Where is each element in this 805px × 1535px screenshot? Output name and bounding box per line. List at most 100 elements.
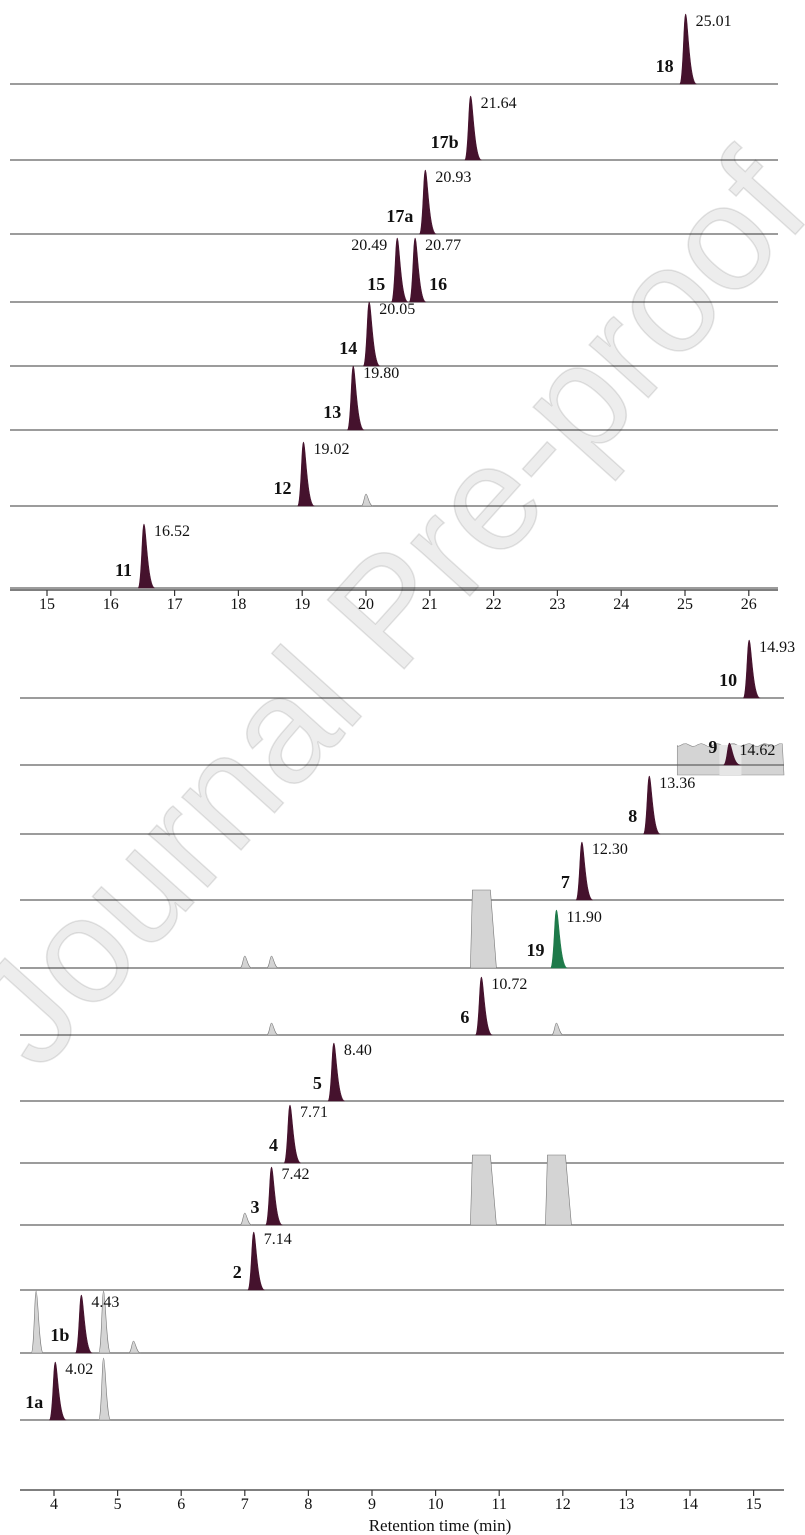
x-tick-label: 7 <box>241 1496 249 1513</box>
x-tick-label: 23 <box>549 596 565 613</box>
compound-label: 10 <box>719 670 737 690</box>
peak-18 <box>679 13 697 85</box>
x-tick-label: 9 <box>368 1496 376 1513</box>
compound-label: 13 <box>323 402 341 422</box>
x-tick-label: 26 <box>741 596 757 613</box>
other-peak <box>266 1022 279 1036</box>
compound-label: 15 <box>367 274 385 294</box>
x-tick-label: 8 <box>304 1496 312 1513</box>
rt-label: 21.64 <box>481 95 517 112</box>
other-peak <box>98 1357 111 1421</box>
x-tick-label: 24 <box>613 596 629 613</box>
compound-label: 19 <box>526 940 544 960</box>
x-tick-label: 11 <box>491 1496 506 1513</box>
trace-6: 10.72 6 <box>20 976 784 1036</box>
x-tick-label: 16 <box>103 596 119 613</box>
trace-10: 14.93 10 <box>20 639 795 699</box>
x-tick-label: 25 <box>677 596 693 613</box>
rt-label: 20.93 <box>435 169 471 186</box>
x-tick-label: 14 <box>682 1496 698 1513</box>
rt-label: 14.62 <box>739 742 775 759</box>
x-tick-label: 15 <box>746 1496 762 1513</box>
trace-12: 19.02 12 <box>10 441 778 507</box>
rt-label: 8.40 <box>344 1042 372 1059</box>
compound-label: 11 <box>115 560 132 580</box>
other-peak <box>470 1154 497 1226</box>
rt-label: 4.02 <box>65 1361 93 1378</box>
other-peak <box>470 889 497 969</box>
peak-2 <box>247 1231 265 1291</box>
peak-1b <box>75 1294 93 1354</box>
peak-10 <box>742 639 761 699</box>
rt-label: 25.01 <box>696 13 732 30</box>
rt-label: 13.36 <box>659 775 695 792</box>
rt-label: 16.52 <box>154 523 190 540</box>
trace-17b: 21.64 17b <box>10 95 778 161</box>
other-peak <box>360 493 374 507</box>
x-tick-label: 13 <box>618 1496 634 1513</box>
x-tick-label: 4 <box>50 1496 58 1513</box>
x-tick-label: 12 <box>555 1496 571 1513</box>
compound-label: 16 <box>429 274 447 294</box>
rt-label: 7.71 <box>300 1104 328 1121</box>
peak-16 <box>408 237 427 303</box>
compound-label: 17a <box>386 206 413 226</box>
trace-14: 20.05 14 <box>10 301 778 367</box>
rt-label: 4.43 <box>91 1294 119 1311</box>
peak-4 <box>283 1104 302 1164</box>
peak-17b <box>464 95 482 161</box>
peak-19 <box>550 909 568 969</box>
peak-11 <box>137 523 156 589</box>
peak-3 <box>265 1166 283 1226</box>
rt-label: 10.72 <box>491 976 527 993</box>
rt-label: 12.30 <box>592 841 628 858</box>
compound-label: 1a <box>25 1392 43 1412</box>
other-peak <box>239 1212 252 1226</box>
peak-9 <box>723 742 741 766</box>
rt-label: 20.77 <box>425 237 461 254</box>
other-peak <box>551 1022 564 1036</box>
x-tick-label: 19 <box>294 596 310 613</box>
trace-2: 7.14 2 <box>20 1231 784 1291</box>
other-peak <box>239 955 252 969</box>
compound-label: 1b <box>50 1325 69 1345</box>
peak-13 <box>346 365 365 431</box>
trace-9: 14.62 9 <box>20 737 785 776</box>
rt-label: 19.02 <box>313 441 349 458</box>
peak-12 <box>297 441 315 507</box>
trace-1b: 4.43 1b <box>20 1290 784 1354</box>
compound-label: 14 <box>339 338 357 358</box>
compound-label: 18 <box>656 56 674 76</box>
x-tick-label: 22 <box>486 596 502 613</box>
peak-14 <box>362 301 381 367</box>
compound-label: 8 <box>628 806 637 826</box>
x-tick-label: 18 <box>230 596 246 613</box>
peak-15 <box>390 237 409 303</box>
trace-8: 13.36 8 <box>20 775 784 835</box>
x-axis: 15 16 17 18 19 20 21 22 23 24 25 26 <box>10 589 778 613</box>
x-tick-label: 21 <box>422 596 438 613</box>
rt-label: 7.14 <box>264 1231 292 1248</box>
peak-5 <box>327 1042 346 1102</box>
compound-label: 4 <box>269 1135 278 1155</box>
trace-17a: 20.93 17a <box>10 169 778 235</box>
x-tick-label: 10 <box>428 1496 444 1513</box>
trace-1a: 4.02 1a <box>20 1357 784 1421</box>
rt-label: 19.80 <box>363 365 399 382</box>
other-peak <box>128 1340 141 1354</box>
trace-4: 7.71 4 <box>20 1104 784 1164</box>
x-tick-label: 15 <box>39 596 55 613</box>
trace-3: 7.42 3 <box>20 1154 784 1226</box>
rt-label: 20.49 <box>351 237 387 254</box>
x-tick-label: 5 <box>114 1496 122 1513</box>
compound-label: 2 <box>233 1262 242 1282</box>
rt-label: 20.05 <box>379 301 415 318</box>
x-tick-label: 6 <box>177 1496 185 1513</box>
compound-label: 12 <box>273 478 291 498</box>
x-axis-label: Retention time (min) <box>369 1516 512 1535</box>
other-peak <box>266 955 279 969</box>
rt-label: 7.42 <box>282 1166 310 1183</box>
panel-bottom-chromatograms: 14.931014.62913.36812.30711.901910.7268.… <box>20 639 795 1513</box>
compound-label: 17b <box>431 132 459 152</box>
trace-7: 12.30 7 <box>20 841 784 901</box>
